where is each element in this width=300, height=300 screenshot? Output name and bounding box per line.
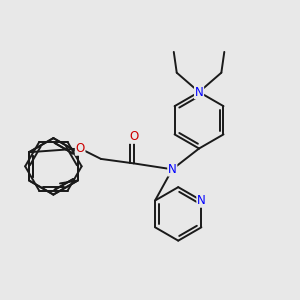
Text: N: N xyxy=(195,85,203,98)
Text: N: N xyxy=(168,163,177,176)
Text: N: N xyxy=(197,194,206,207)
Text: O: O xyxy=(129,130,138,143)
Text: O: O xyxy=(76,142,85,155)
